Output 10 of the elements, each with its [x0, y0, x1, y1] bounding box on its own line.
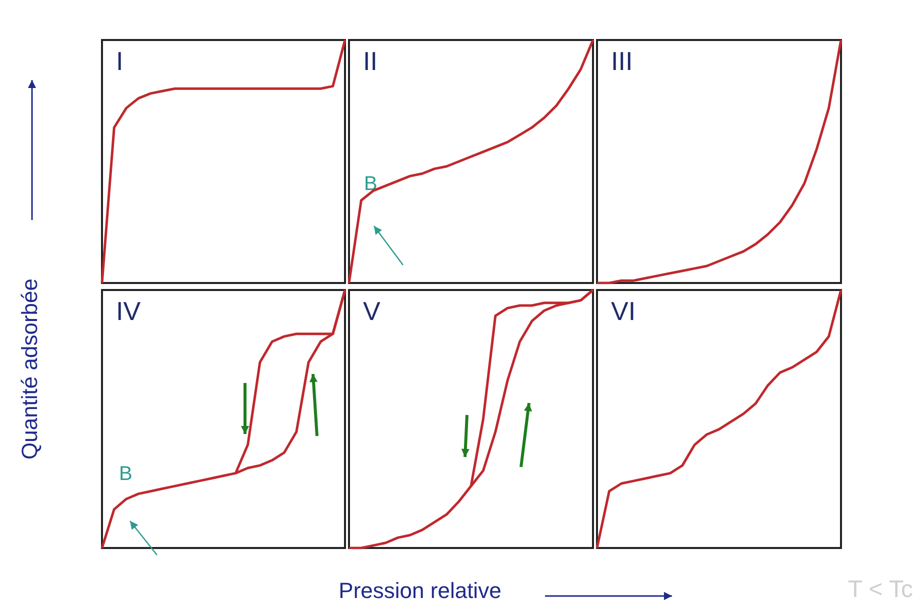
chart-title: I	[116, 46, 124, 76]
chart-title: V	[363, 296, 381, 326]
chart-title: IV	[116, 296, 142, 326]
annotation: B	[364, 173, 378, 195]
x-axis-title: Pression relative	[338, 578, 502, 604]
y-axis-title: Quantité adsorbée	[17, 277, 43, 462]
chart-title: III	[611, 46, 633, 76]
annotation: B	[119, 463, 132, 485]
chart-title: VI	[611, 296, 636, 326]
chart-title: II	[363, 46, 378, 76]
